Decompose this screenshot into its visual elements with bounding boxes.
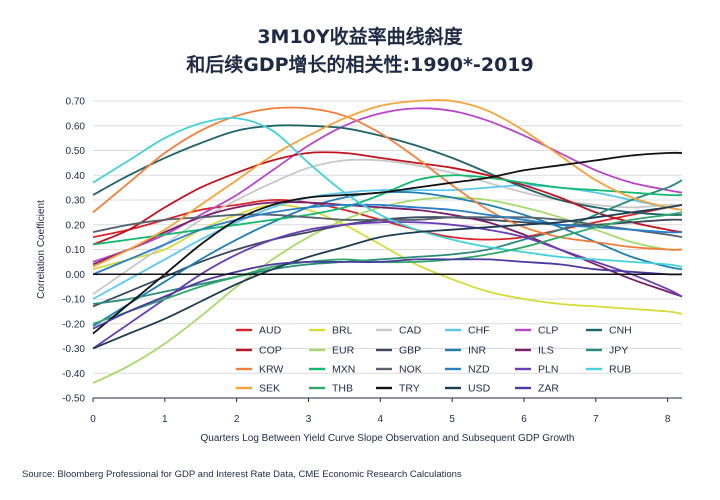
legend-item-nzd: NZD	[445, 364, 490, 376]
x-axis-label: Quarters Log Between Yield Curve Slope O…	[201, 433, 575, 444]
x-tick-label: 5	[449, 414, 455, 425]
series-line-jpy	[92, 179, 683, 305]
series-lines	[92, 99, 683, 384]
y-tick-label: -0.20	[62, 319, 85, 330]
legend-label: PLN	[538, 364, 558, 376]
legend-label: KRW	[259, 364, 283, 376]
legend-item-zar: ZAR	[515, 383, 559, 395]
legend-item-jpy: JPY	[586, 345, 628, 357]
axis-lines	[93, 273, 682, 399]
legend: AUD BRL CAD CHF CLP CNH COP EUR GBP INR ILS JPY KRW M…	[236, 325, 632, 395]
chart-subtitle: 和后续GDP增长的相关性:1990*-2019	[186, 54, 534, 76]
legend-label: NZD	[468, 364, 490, 376]
legend-label: NOK	[399, 364, 422, 376]
x-tick-label: 7	[593, 414, 599, 425]
y-tick-label: 0.30	[66, 196, 86, 207]
series-line-clp	[92, 107, 683, 263]
source-note: Source: Bloomberg Professional for GDP a…	[22, 469, 462, 480]
legend-label: COP	[259, 345, 282, 357]
legend-item-try: TRY	[376, 383, 420, 395]
legend-label: CLP	[538, 325, 558, 337]
series-line-krw	[92, 106, 683, 251]
legend-item-aud: AUD	[236, 325, 282, 337]
legend-item-cnh: CNH	[586, 325, 632, 337]
legend-label: AUD	[259, 325, 282, 337]
series-line-mxn	[92, 174, 683, 246]
series-line-rub	[92, 117, 683, 268]
legend-item-clp: CLP	[515, 325, 558, 337]
y-tick-label: -0.40	[62, 369, 85, 380]
legend-item-ils: ILS	[515, 345, 554, 357]
series-line-zar	[92, 258, 683, 330]
legend-item-eur: EUR	[309, 345, 355, 357]
y-tick-label: 0.20	[66, 220, 86, 231]
series-line-pln	[92, 221, 683, 350]
legend-item-usd: USD	[445, 383, 491, 395]
chart-title: 3M10Y收益率曲线斜度	[257, 26, 463, 48]
legend-label: BRL	[332, 325, 353, 337]
legend-label: TRY	[399, 383, 420, 395]
legend-item-krw: KRW	[236, 364, 283, 376]
series-line-cnh	[92, 124, 683, 216]
legend-label: ZAR	[538, 383, 559, 395]
legend-item-cad: CAD	[376, 325, 422, 337]
x-tick-label: 3	[306, 414, 312, 425]
y-tick-label: 0.40	[66, 171, 86, 182]
legend-label: CNH	[609, 325, 632, 337]
legend-label: SEK	[259, 383, 280, 395]
series-line-thb	[92, 211, 683, 325]
legend-item-mxn: MXN	[309, 364, 355, 376]
legend-label: MXN	[332, 364, 355, 376]
series-line-aud	[92, 199, 683, 241]
legend-item-cop: COP	[236, 345, 282, 357]
legend-label: INR	[468, 345, 487, 357]
x-axis-ticks: 0 1 2 3 4 5 6 7 8	[90, 398, 671, 425]
series-line-nzd	[92, 203, 683, 276]
legend-item-sek: SEK	[236, 383, 280, 395]
legend-item-gbp: GBP	[376, 345, 421, 357]
series-line-cad	[92, 158, 683, 295]
legend-label: USD	[468, 383, 491, 395]
y-tick-label: -0.10	[62, 295, 85, 306]
series-line-cop	[92, 151, 683, 246]
y-tick-label: -0.50	[62, 394, 85, 405]
x-tick-label: 1	[162, 414, 168, 425]
legend-item-thb: THB	[309, 383, 353, 395]
y-tick-label: 0.50	[66, 146, 86, 157]
y-axis-ticks: 0.70 0.60 0.50 0.40 0.30 0.20 0.10 0.00 -0.10 -0.…	[62, 97, 85, 405]
legend-item-chf: CHF	[445, 325, 490, 337]
series-line-try	[92, 151, 683, 335]
y-tick-label: 0.10	[66, 245, 86, 256]
y-tick-label: -0.30	[62, 344, 85, 355]
series-line-sek	[92, 99, 683, 268]
y-tick-label: 0.70	[66, 97, 86, 108]
legend-label: JPY	[609, 345, 628, 357]
y-tick-label: 0.60	[66, 121, 86, 132]
legend-label: CHF	[468, 325, 490, 337]
legend-item-nok: NOK	[376, 364, 422, 376]
legend-label: ILS	[538, 345, 554, 357]
legend-item-pln: PLN	[515, 364, 558, 376]
x-tick-label: 6	[521, 414, 527, 425]
y-tick-label: 0.00	[66, 270, 86, 281]
x-tick-label: 8	[665, 414, 671, 425]
legend-label: GBP	[399, 345, 421, 357]
legend-label: RUB	[609, 364, 631, 376]
legend-item-brl: BRL	[309, 325, 353, 337]
x-tick-label: 0	[90, 414, 96, 425]
series-line-usd	[92, 204, 683, 350]
series-line-eur	[92, 196, 683, 384]
legend-label: THB	[332, 383, 353, 395]
legend-item-inr: INR	[445, 345, 487, 357]
legend-label: CAD	[399, 325, 422, 337]
y-axis-label: Correlation Coefficient	[36, 200, 47, 299]
x-tick-label: 2	[234, 414, 240, 425]
legend-item-rub: RUB	[586, 364, 631, 376]
x-tick-label: 4	[378, 414, 384, 425]
legend-label: EUR	[332, 345, 355, 357]
series-line-nok	[92, 213, 683, 238]
